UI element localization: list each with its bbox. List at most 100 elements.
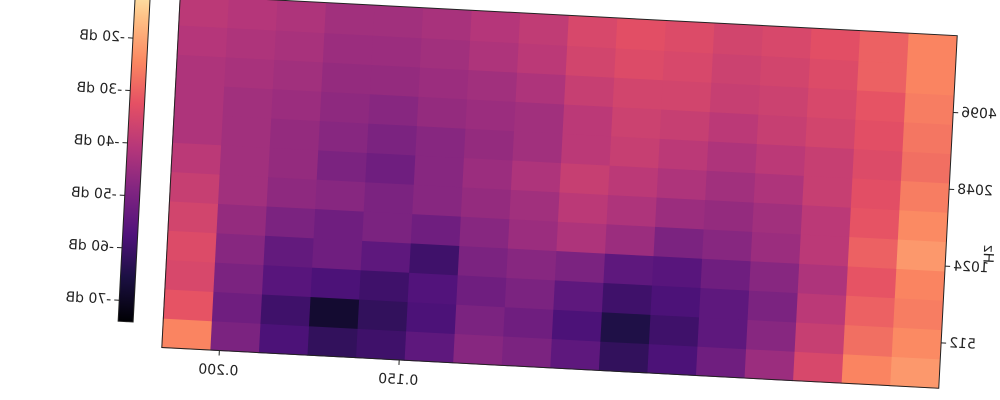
- spectrogram-cell: [407, 272, 458, 305]
- spectrogram-cell: [804, 116, 856, 150]
- spectrogram-cell: [501, 335, 552, 369]
- spectrogram-cell: [369, 64, 420, 97]
- spectrogram-cell: [212, 262, 264, 295]
- spectrogram-cell: [698, 287, 750, 320]
- spectrogram-cell: [706, 140, 757, 174]
- spectrogram-cell: [842, 324, 894, 357]
- spectrogram-cell: [176, 24, 228, 58]
- spectrogram-cell: [663, 20, 715, 54]
- spectrogram-cell: [704, 170, 756, 203]
- y-tick-label: 2048: [957, 182, 993, 200]
- spectrogram-cell: [275, 0, 326, 34]
- spectrogram-cell: [897, 209, 948, 243]
- spectrogram-cell: [461, 157, 513, 190]
- spectrogram-cell: [696, 316, 748, 350]
- spectrogram-cell: [853, 119, 905, 152]
- spectrogram-cell: [554, 250, 605, 283]
- spectrogram-cell: [504, 277, 555, 310]
- spectrogram-cell: [220, 115, 272, 148]
- spectrogram-cell: [370, 35, 422, 68]
- spectrogram-cell: [610, 106, 662, 139]
- spectrogram-cell: [363, 181, 414, 215]
- spectrogram-cell: [756, 114, 807, 147]
- spectrogram-cell: [797, 263, 848, 296]
- spectrogram-cell: [709, 82, 760, 115]
- spectrogram-cell: [605, 194, 657, 227]
- chart: 0.150 0.200 512 1024 2048 4096 Hz -70 dB -60 dB -…: [65, 0, 997, 389]
- spectrogram-cell: [850, 177, 901, 211]
- spectrogram-cell: [317, 120, 369, 153]
- spectrogram-cell: [215, 203, 267, 236]
- spectrogram-cell: [566, 15, 618, 49]
- spectrogram-cell: [703, 199, 754, 232]
- y-axis-label: Hz: [979, 245, 996, 264]
- spectrogram-cell: [452, 333, 504, 366]
- spectrogram-cell: [747, 290, 798, 323]
- spectrogram-cell: [854, 89, 906, 123]
- spectrogram-cell: [222, 86, 273, 119]
- spectrogram-cell: [505, 248, 557, 281]
- spectrogram-cell: [259, 293, 311, 327]
- spectrogram-cell: [164, 259, 215, 292]
- spectrogram-cell: [175, 54, 226, 87]
- spectrogram-cell: [313, 208, 364, 241]
- spectrogram-cell: [411, 184, 463, 217]
- x-tick-label: 0.150: [378, 371, 419, 389]
- spectrogram-cell: [795, 292, 847, 326]
- spectrogram-cell: [269, 117, 320, 151]
- spectrogram-cell: [895, 239, 947, 272]
- spectrogram-cell: [511, 130, 563, 164]
- spectrogram-cell: [404, 330, 455, 364]
- spectrogram-cell: [903, 92, 955, 125]
- spectrogram-cell: [750, 231, 801, 264]
- spectrogram-cell: [851, 148, 903, 181]
- spectrogram-cell: [410, 213, 461, 246]
- spectrogram-cell: [858, 30, 909, 64]
- spectrogram-cell: [748, 260, 800, 294]
- spectrogram-cell: [601, 282, 653, 315]
- spectrogram-cell: [502, 306, 554, 340]
- spectrogram-cell: [613, 47, 665, 81]
- spectrogram-cell: [358, 269, 410, 303]
- spectrogram-cell: [264, 205, 316, 239]
- spectrogram-cell: [361, 211, 413, 244]
- spectrogram-cell: [508, 189, 560, 222]
- spectrogram-cell: [560, 133, 612, 166]
- spectrogram-cell: [310, 267, 361, 300]
- spectrogram-cell: [555, 221, 607, 254]
- spectrogram-cell: [460, 186, 511, 220]
- spectrogram-cell: [649, 284, 701, 318]
- spectrogram-cell: [469, 10, 521, 44]
- spectrogram-cell: [168, 171, 220, 204]
- spectrogram-cell: [214, 232, 266, 266]
- spectrogram-cell: [320, 61, 372, 95]
- spectrogram-cell: [219, 144, 270, 178]
- spectrogram-cell: [844, 295, 895, 328]
- colorbar: [117, 0, 152, 323]
- spectrogram-cell: [458, 216, 510, 249]
- spectrogram-cell: [408, 242, 460, 276]
- spectrogram-cell: [172, 112, 223, 146]
- spectrogram-cell: [306, 325, 358, 359]
- spectrogram-cell: [419, 37, 471, 71]
- spectrogram-cell: [414, 125, 466, 159]
- spectrogram-cell: [258, 323, 310, 356]
- spectrogram-cell: [753, 172, 804, 206]
- spectrogram-cell: [565, 45, 616, 78]
- spectrogram-cell: [225, 27, 276, 60]
- plot-frame: [161, 0, 958, 389]
- spectrogram-cell: [510, 160, 562, 193]
- spectrogram-cell: [507, 218, 558, 252]
- spectrogram-cell: [355, 328, 407, 361]
- colorbar-tick-label: -20 dB: [79, 27, 126, 45]
- spectrogram-cell: [405, 301, 457, 334]
- spectrogram-cell: [648, 314, 700, 347]
- spectrogram-cell: [513, 101, 565, 134]
- spectrogram-cell: [357, 299, 408, 332]
- spectrogram-cell: [754, 143, 806, 176]
- spectrogram-cell: [557, 191, 609, 225]
- spectrogram-cell: [364, 152, 416, 185]
- spectrogram-cell: [801, 175, 853, 208]
- spectrogram-cell: [455, 274, 507, 308]
